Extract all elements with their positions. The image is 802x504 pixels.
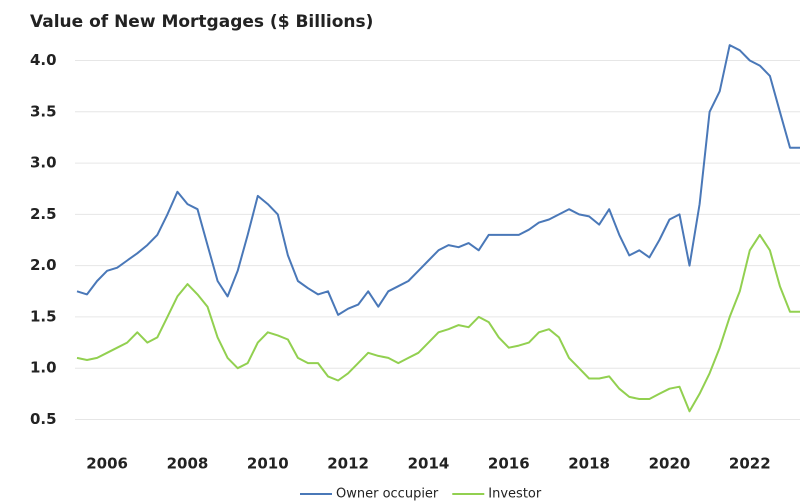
- y-tick-label: 1.5: [30, 307, 57, 325]
- y-tick-label: 4.0: [30, 51, 57, 69]
- x-tick-label: 2022: [729, 455, 771, 473]
- x-tick-label: 2006: [86, 455, 128, 473]
- legend-label: Owner occupier: [336, 487, 439, 502]
- y-tick-label: 3.0: [30, 154, 57, 172]
- x-tick-label: 2018: [568, 455, 610, 473]
- x-tick-label: 2020: [649, 455, 691, 473]
- chart-title: Value of New Mortgages ($ Billions): [30, 12, 373, 32]
- y-tick-label: 2.5: [30, 205, 57, 223]
- x-tick-label: 2016: [488, 455, 530, 473]
- series-line: [76, 233, 800, 413]
- y-tick-label: 1.0: [30, 359, 57, 377]
- x-tick-label: 2012: [327, 455, 369, 473]
- x-tick-label: 2008: [167, 455, 209, 473]
- y-tick-label: 2.0: [30, 256, 57, 274]
- y-tick-label: 0.5: [30, 410, 57, 428]
- series-line: [76, 44, 800, 316]
- x-tick-label: 2010: [247, 455, 289, 473]
- x-tick-label: 2014: [408, 455, 450, 473]
- y-tick-label: 3.5: [30, 102, 57, 120]
- legend-label: Investor: [488, 487, 542, 502]
